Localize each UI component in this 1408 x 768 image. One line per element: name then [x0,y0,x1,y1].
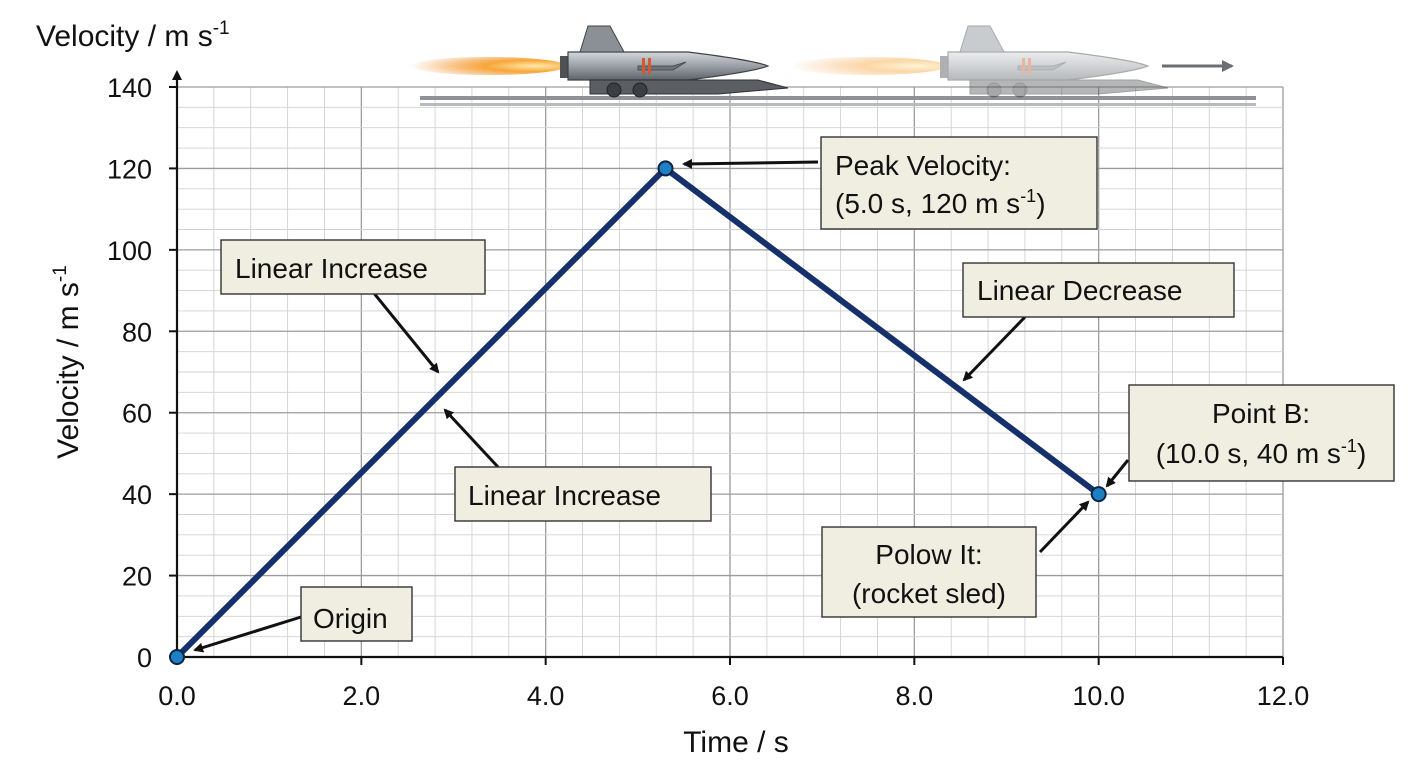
annotation-text: Linear Decrease [977,275,1182,306]
x-axis-title: Time / s [683,726,789,759]
annotation-peak: Peak Velocity: (5.0 s, 120 m s-1) [682,136,1098,230]
annotation-text-after: ) [1357,438,1366,469]
wheel-icon [1012,82,1028,98]
tail-fin-icon [959,25,1005,53]
data-point [169,649,185,665]
annotation-text-main: Linear Increase [235,253,428,284]
axes: 0.0 2.0 4.0 6.0 8.0 10.0 12.0 0 20 40 60 80 100 120 14… [36,18,1309,759]
flame-icon [410,57,566,75]
data-point [1090,486,1107,503]
annotation-origin: Origin [193,586,413,653]
x-tick-label: 8.0 [896,681,934,711]
rocket-sled-front [410,25,789,98]
data-point [657,160,674,177]
annotation-dec: Linear Decrease [962,262,1235,382]
plot-grid [176,86,1284,658]
annotation-text-main: Point B: [1212,398,1310,429]
annotation-text-main: (10.0 s, 40 m s [1156,438,1341,469]
y-tick-label: 0 [137,643,152,673]
y-axis-title-top-sup: -1 [213,18,230,39]
y-tick-label: 140 [107,73,152,103]
annotation-box [820,136,1098,230]
rail-track-bottom [420,103,1256,106]
annotation-arrow [962,315,1027,382]
x-tick-label: 0.0 [158,681,196,711]
x-tick-label: 6.0 [711,681,749,711]
annotation-text-sup: -1 [1020,186,1036,206]
annotation-arrow [193,615,302,653]
red-band-icon [1022,58,1025,74]
y-axis-title: Velocity / m s-1 [50,265,85,459]
y-tick-label: 100 [107,236,152,266]
annotation-arrow [371,291,440,374]
y-tick-label: 60 [122,399,152,429]
wheel-icon [986,82,1002,98]
rail-track-top [420,96,1256,100]
y-tick-label: 20 [122,562,152,592]
y-axis-title-top-text: Velocity / m s [36,20,213,53]
annotation-point-b: Point B: (10.0 s, 40 m s-1) [1105,384,1395,488]
annotation-box [1128,384,1395,482]
red-band-icon [648,58,651,74]
annotation-text: Point B: [1212,398,1310,429]
annotation-box [300,586,413,642]
annotation-text: (rocket sled) [852,578,1006,609]
annotation-text-sup: -1 [1341,436,1357,456]
annotation-box [821,526,1037,618]
annotation-text: Polow It: [875,539,982,570]
wheel-icon [632,82,648,98]
y-tick-label: 80 [122,317,152,347]
x-tick-label: 2.0 [343,681,381,711]
annotation-arrow [682,158,819,169]
sled-chassis-icon [969,79,1169,95]
red-band-icon [1028,58,1031,74]
annotation-text-main: (rocket sled) [852,578,1006,609]
side-stripe-icon [1017,61,1067,71]
annotation-text: Origin [313,603,388,634]
annotation-inc-bottom: Linear Increase [443,408,712,522]
rocket-body-icon [947,51,1150,81]
annotation-text: Peak Velocity: [835,150,1011,181]
nozzle-icon [940,56,950,78]
annotation-text-main: Linear Decrease [977,275,1182,306]
annotation-text-main: (5.0 s, 120 m s [835,188,1020,219]
y-axis-title-top: Velocity / m s-1 [36,18,230,53]
x-tick-label: 4.0 [527,681,565,711]
annotation-text: (10.0 s, 40 m s-1) [1156,436,1367,469]
annotation-text-main: Peak Velocity: [835,150,1011,181]
annotation-text-main: Polow It: [875,539,982,570]
y-axis-title-sup: -1 [50,265,71,282]
annotation-text: Linear Increase [468,480,661,511]
wheel-icon [606,82,622,98]
x-tick-label: 12.0 [1257,681,1310,711]
y-tick-label: 40 [122,480,152,510]
annotation-text-main: Origin [313,603,388,634]
annotation-box [962,262,1235,318]
annotation-arrow [1105,459,1130,488]
y-axis-title-text: Velocity / m s [52,282,85,459]
annotations: Peak Velocity:(5.0 s, 120 m s-1)Linear I… [193,136,1395,653]
annotation-box [220,239,486,295]
annotation-text-after: ) [1036,188,1045,219]
red-band-icon [642,58,645,74]
x-tick-label: 10.0 [1072,681,1125,711]
nozzle-icon [560,56,570,78]
annotation-text-main: Linear Increase [468,480,661,511]
annotation-text: (5.0 s, 120 m s-1) [835,186,1046,219]
rocket-sled-ghost [790,25,1169,98]
annotation-inc-top: Linear Increase [220,239,486,374]
annotation-sled: Polow It: (rocket sled) [821,500,1090,618]
flame-icon [790,57,946,75]
annotation-arrow [443,408,500,469]
tail-fin-icon [579,25,625,53]
annotation-box [454,466,712,522]
annotation-text: Linear Increase [235,253,428,284]
rocket-sled-illustration [410,25,1256,106]
series-line [169,160,1107,665]
annotation-arrow [1038,500,1090,554]
y-tick-label: 120 [107,154,152,184]
